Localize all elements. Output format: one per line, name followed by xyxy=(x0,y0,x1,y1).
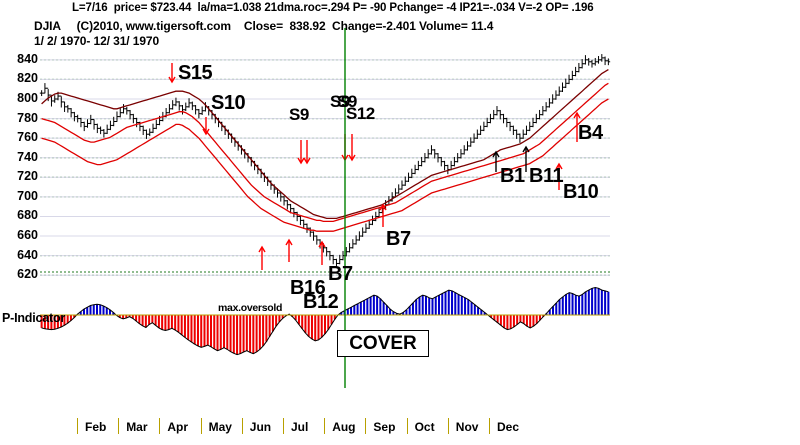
y-tick-label: 660 xyxy=(17,228,38,243)
cover-signal-box[interactable]: COVER xyxy=(337,330,429,357)
month-tick xyxy=(241,418,243,434)
y-tick-label: 780 xyxy=(17,110,38,125)
signal-label-s15: S15 xyxy=(178,62,213,84)
y-tick-label: 680 xyxy=(17,208,38,223)
header-daterange-line: 1/ 2/ 1970- 12/ 31/ 1970 xyxy=(34,34,160,48)
month-tick xyxy=(447,418,449,434)
signal-label-s9: S9 xyxy=(330,92,350,111)
signal-label-b1: B1 xyxy=(500,165,525,187)
signal-label-b7: B7 xyxy=(386,228,411,250)
month-label-mar: Mar xyxy=(126,420,148,434)
month-tick xyxy=(489,418,490,434)
month-tick xyxy=(324,418,326,434)
month-tick xyxy=(283,418,284,434)
month-label-may: May xyxy=(208,420,232,434)
signal-label-b4: B4 xyxy=(578,122,603,144)
y-tick-label: 740 xyxy=(17,149,38,164)
month-label-nov: Nov xyxy=(455,420,479,434)
y-tick-label: 640 xyxy=(17,247,38,262)
signal-label-b10: B10 xyxy=(563,181,599,203)
month-label-apr: Apr xyxy=(167,420,189,434)
p-indicator-histogram xyxy=(40,287,610,355)
y-tick-label: 720 xyxy=(17,169,38,184)
header-symbol-line: DJIA (C)2010, www.tigersoft.com Close= 8… xyxy=(34,19,494,33)
month-tick xyxy=(159,418,161,434)
p-indicator-outline xyxy=(40,286,610,356)
y-tick-label: 760 xyxy=(17,130,38,145)
month-label-aug: Aug xyxy=(332,420,356,434)
signal-label-b16: B16 xyxy=(290,277,326,299)
month-label-feb: Feb xyxy=(85,420,107,434)
signal-label-b7: B7 xyxy=(328,263,353,285)
signal-label-b12: B12 xyxy=(303,291,339,313)
y-tick-label: 840 xyxy=(17,51,38,66)
y-tick-label: 620 xyxy=(17,267,38,282)
signal-label-max-oversold: max.oversold xyxy=(218,302,283,314)
y-tick-label: 800 xyxy=(17,90,38,105)
month-label-dec: Dec xyxy=(497,420,520,434)
month-label-jul: Jul xyxy=(291,420,309,434)
signal-label-s10: S10 xyxy=(211,92,246,114)
y-tick-label: 820 xyxy=(17,71,38,86)
month-label-jun: Jun xyxy=(249,420,272,434)
signal-label-b11: B11 xyxy=(529,165,564,187)
month-label-oct: Oct xyxy=(414,420,435,434)
month-axis: Feb Mar Apr May Jun Jul Aug Sep Oct Nov Dec xyxy=(0,418,800,442)
p-indicator-label: P-Indicator xyxy=(2,311,66,325)
month-tick xyxy=(200,418,202,434)
month-label-sep: Sep xyxy=(373,420,396,434)
signal-label-s9: S9 xyxy=(289,105,309,124)
header-stats-line: L=7/16 price= $723.44 la/ma=1.038 21dma.… xyxy=(72,2,594,14)
moving-average-lines xyxy=(41,69,609,232)
month-tick xyxy=(365,418,367,434)
month-tick xyxy=(118,418,120,434)
y-tick-label: 700 xyxy=(17,188,38,203)
month-tick xyxy=(406,418,408,434)
price-y-axis: 840 820 800 780 760 740 720 700 680 660 640 620 xyxy=(0,0,38,300)
month-tick xyxy=(77,418,78,434)
signal-label-s12: S12 xyxy=(346,104,375,123)
grid-lines xyxy=(40,59,610,276)
signal-label-s9: S9 xyxy=(337,92,357,111)
